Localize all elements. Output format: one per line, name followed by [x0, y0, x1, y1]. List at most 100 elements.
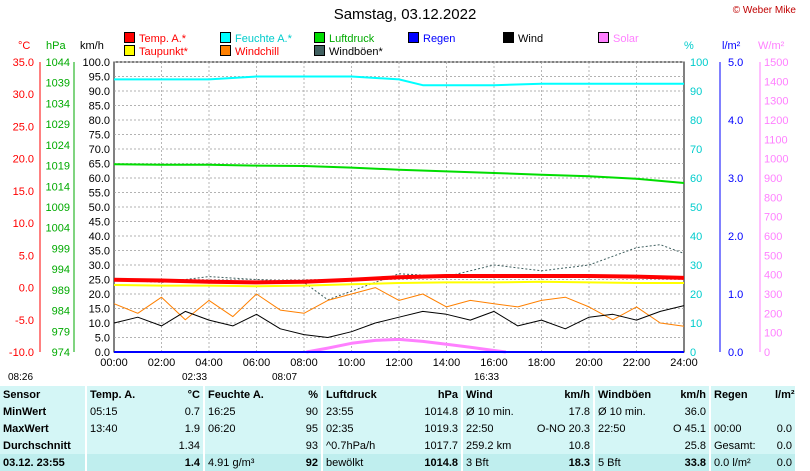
y-tick-label-rain: 2.0 [728, 231, 743, 243]
stats-cell: Gesamt: [709, 437, 772, 454]
stats-cell: 36.0 [684, 405, 706, 418]
y-tick-label-solar: 1400 [764, 76, 788, 88]
stats-cell: 02:35 [321, 420, 392, 437]
stats-header: km/h [564, 388, 590, 401]
stats-cell: 1.34 [178, 439, 200, 452]
y-tick-label-pressure: 1024 [46, 140, 70, 152]
legend-swatch-gusts [314, 45, 325, 56]
moonrise-time: 16:33 [474, 372, 500, 383]
stats-header: Luftdruck [321, 386, 392, 403]
y-tick-label-humidity: 90 [690, 86, 702, 98]
legend-swatch-windchill [220, 45, 231, 56]
x-tick-label: 24:00 [670, 357, 698, 369]
moonset-time: 02:33 [182, 372, 208, 383]
y-tick-label-wind: 5.0 [95, 333, 110, 345]
y-tick-label-pressure: 1009 [46, 202, 70, 214]
x-tick-label: 04:00 [195, 357, 223, 369]
y-tick-label-wind: 85.0 [89, 101, 110, 113]
series-line-solar [306, 337, 507, 354]
stats-row-avg: Durchschnitt 1.34 93 ^0.7hPa/h 1017.7 25… [0, 437, 795, 454]
stats-cell: 00:00 [709, 420, 772, 437]
legend-gusts: Windböen* [314, 45, 383, 58]
legend-label-pressure: Luftdruck [329, 33, 375, 45]
stats-cell: 22:50 [593, 420, 654, 437]
legend-windchill: Windchill [220, 45, 279, 58]
stats-cell [772, 403, 795, 420]
stats-cell: 0.0 [772, 454, 795, 471]
x-tick-label: 14:00 [433, 357, 461, 369]
unit-rain: l/m² [722, 40, 741, 52]
stats-cell: 16:25 [203, 403, 266, 420]
x-tick-label: 16:00 [480, 357, 508, 369]
stats-cell [85, 437, 144, 454]
x-tick-label: 18:00 [528, 357, 556, 369]
y-tick-label-solar: 1500 [764, 57, 788, 69]
x-tick-label: 00:00 [100, 357, 128, 369]
y-tick-label-wind: 75.0 [89, 130, 110, 142]
legend-label-windchill: Windchill [235, 46, 280, 58]
stats-cell: bewölkt [321, 454, 392, 471]
y-tick-label-wind: 95.0 [89, 72, 110, 84]
series-line-taupunkt- [113, 280, 684, 288]
y-tick-label-wind: 55.0 [89, 188, 110, 200]
legend-dewpoint: Taupunkt* [124, 45, 188, 58]
x-tick-label: 10:00 [338, 357, 366, 369]
stats-cell: O-NO 20.3 [536, 422, 590, 435]
y-tick-label-pressure: 989 [52, 285, 70, 297]
stats-cell: 95 [305, 422, 318, 435]
y-tick-label-wind: 15.0 [89, 304, 110, 316]
y-tick-label-wind: 25.0 [89, 275, 110, 287]
stats-cell: MaxWert [3, 422, 49, 435]
y-tick-label-pressure: 1004 [46, 223, 70, 235]
y-tick-label-wind: 80.0 [89, 115, 110, 127]
legend-swatch-solar [598, 32, 609, 43]
legend-label-humidity: Feuchte A.* [235, 33, 292, 45]
y-tick-label-pressure: 984 [52, 306, 70, 318]
unit-temp: °C [18, 40, 31, 52]
x-tick-label: 08:00 [290, 357, 318, 369]
y-tick-label-solar: 900 [764, 173, 782, 185]
y-tick-label-pressure: 1039 [46, 78, 70, 90]
stats-header: l/m² [775, 388, 795, 401]
legend-label-solar: Solar [613, 33, 639, 45]
legend-humidity: Feuchte A.* [220, 32, 292, 45]
stats-header: Sensor [3, 388, 41, 401]
stats-cell: O 45.1 [672, 422, 706, 435]
stats-cell: 03.12. 23:55 [0, 454, 86, 471]
stats-cell: 0.0 [776, 422, 792, 435]
stats-cell: 23:55 [321, 403, 392, 420]
y-tick-label-humidity: 20 [690, 289, 702, 301]
series-line-wind [113, 305, 685, 338]
stats-cell: 90 [305, 405, 318, 418]
y-tick-label-solar: 200 [764, 308, 782, 320]
stats-cell [593, 437, 654, 454]
y-tick-label-solar: 700 [764, 212, 782, 224]
y-tick-label-rain: 0.0 [728, 347, 743, 359]
stats-cell: 1019.3 [424, 422, 458, 435]
y-tick-label-pressure: 1019 [46, 161, 70, 173]
stats-cell: 17.8 [568, 405, 590, 418]
stats-cell: 0.0 [776, 439, 792, 452]
stats-header: Wind [461, 386, 532, 403]
stats-cell: 93 [305, 439, 318, 452]
legend-temp: Temp. A.* [124, 32, 186, 45]
y-tick-label-wind: 100.0 [82, 57, 110, 69]
y-tick-label-pressure: 1044 [46, 57, 70, 69]
y-tick-label-temp: 5.0 [19, 250, 34, 262]
y-tick-label-humidity: 100 [690, 57, 708, 69]
y-tick-label-wind: 30.0 [89, 260, 110, 272]
unit-humidity: % [684, 40, 694, 52]
stats-header-row: Sensor Temp. A. °C Feuchte A. % Luftdruc… [0, 386, 795, 403]
stats-cell: 1.4 [144, 454, 204, 471]
stats-cell: Durchschnitt [3, 439, 71, 452]
y-tick-label-wind: 50.0 [89, 202, 110, 214]
stats-header: Temp. A. [85, 386, 144, 403]
stats-cell: 92 [266, 454, 322, 471]
stats-cell: 5 Bft [593, 454, 654, 471]
stats-header: °C [187, 388, 200, 401]
stats-cell: 33.8 [654, 454, 710, 471]
stats-cell [709, 403, 772, 420]
y-tick-label-pressure: 1034 [46, 98, 70, 110]
stats-header: km/h [680, 388, 706, 401]
legend-label-gusts: Windböen* [329, 46, 383, 58]
